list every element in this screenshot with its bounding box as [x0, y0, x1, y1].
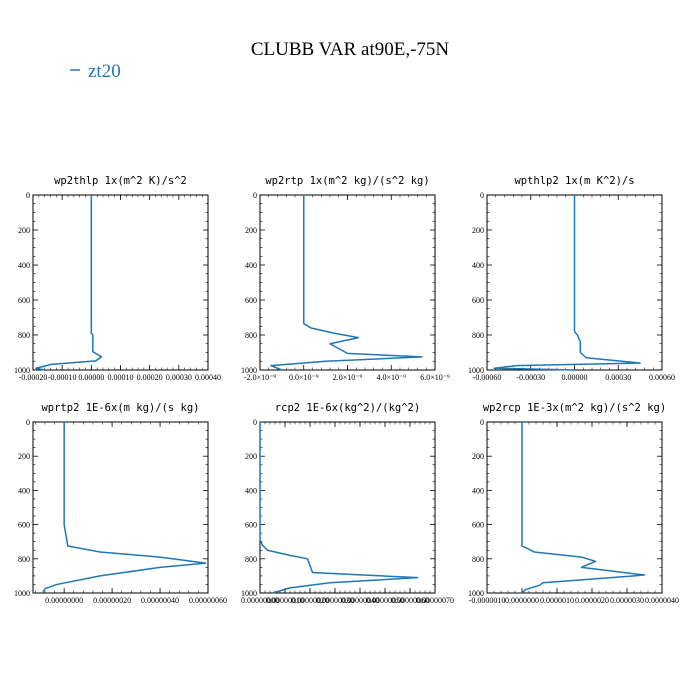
ytick-label: 200 [245, 226, 257, 235]
ytick-label: 0 [480, 191, 484, 200]
xtick-label: 0.0000010 [540, 596, 574, 605]
xtick-label: -2.0×10⁻⁹ [244, 373, 276, 382]
ytick-label: 400 [18, 486, 30, 495]
series-line [259, 422, 419, 594]
ytick-label: 0 [253, 191, 257, 200]
xtick-label: 0.00000030 [316, 596, 354, 605]
ytick-label: 800 [472, 331, 484, 340]
panel-title: wp2rcp 1E-3x(m^2 kg)/(s^2 kg) [483, 402, 666, 414]
panel-1: wp2thlp 1x(m^2 K)/s^202004006008001000-0… [14, 175, 221, 382]
ytick-label: 800 [245, 331, 257, 340]
panel-4: wprtp2 1E-6x(m kg)/(s kg) 0 200 400 600 800 10… [14, 402, 227, 605]
xtick-label: -0.0000010 [469, 596, 506, 605]
series-line [521, 422, 646, 594]
ytick-label: 600 [18, 296, 30, 305]
panel-3: wpthlp2 1x(m K^2)/s02004006008001000-0.0… [468, 175, 675, 382]
ytick-label: 400 [472, 486, 484, 495]
ytick-label: 1000 [241, 366, 257, 375]
xtick-label: 0.0000040 [645, 596, 679, 605]
ytick-label: 800 [245, 555, 257, 564]
xtick-label: -0.00060 [473, 373, 502, 382]
xtick-label: 0.00000010 [266, 596, 304, 605]
panel-title: wp2thlp 1x(m^2 K)/s^2 [54, 175, 187, 187]
legend: zt20 [70, 61, 121, 82]
plot-frame [259, 421, 436, 594]
xtick-label: 0.0000030 [610, 596, 644, 605]
ytick-label: 400 [18, 261, 30, 270]
xtick-label: 4.0×10⁻⁹ [376, 373, 406, 382]
figure-title: CLUBB VAR at90E,-75N [251, 39, 450, 60]
panel-title: rcp2 1E-6x(kg^2)/(kg^2) [275, 402, 420, 414]
ytick-label: 1000 [241, 589, 257, 598]
panel-title: wprtp2 1E-6x(m kg)/(s kg) [41, 402, 199, 414]
xtick-label: 0.00000000 [241, 596, 279, 605]
plot-frame [32, 194, 209, 371]
ytick-label: 600 [18, 521, 30, 530]
xtick-label: 0.00000040 [341, 596, 379, 605]
ytick-label: 200 [18, 226, 30, 235]
ytick-label: 1000 [14, 589, 30, 598]
xtick-label: 2.0×10⁻⁹ [333, 373, 363, 382]
xtick-label: 0.0×10⁻⁹ [289, 373, 319, 382]
ytick-label: 200 [245, 452, 257, 461]
ytick-label: 1000 [14, 366, 30, 375]
ytick-label: 200 [472, 452, 484, 461]
panel-title: wpthlp2 1x(m K^2)/s [514, 175, 634, 187]
xtick-label: -0.00020 [19, 373, 48, 382]
ytick-label: 800 [18, 555, 30, 564]
ytick-label: 200 [18, 452, 30, 461]
series-line [41, 422, 207, 594]
ytick-label: 0 [26, 191, 30, 200]
panel-5: rcp2 1E-6x(kg^2)/(kg^2) 0 200 400 600 800 1000… [241, 402, 454, 605]
ytick-label: 600 [245, 296, 257, 305]
xtick-label: 0.00000 [78, 373, 104, 382]
panel-title: wp2rtp 1x(m^2 kg)/(s^2 kg) [265, 175, 429, 187]
ytick-label: 400 [472, 261, 484, 270]
plot-frame [32, 421, 209, 594]
xtick-label: 0.0000000 [505, 596, 539, 605]
ytick-label: 600 [472, 296, 484, 305]
ytick-label: 1000 [468, 589, 484, 598]
xtick-label: 0.00000 [562, 373, 588, 382]
xtick-label: 0.00000020 [93, 596, 131, 605]
xtick-label: 0.00000060 [189, 596, 227, 605]
ytick-label: 800 [18, 331, 30, 340]
xtick-label: -0.00030 [516, 373, 545, 382]
series-line [270, 195, 423, 371]
xtick-label: 0.00030 [605, 373, 631, 382]
xtick-label: 0.00030 [166, 373, 192, 382]
xtick-label: -0.00010 [48, 373, 77, 382]
xtick-label: 0.00000020 [291, 596, 329, 605]
ytick-label: 0 [253, 418, 257, 427]
ytick-label: 200 [472, 226, 484, 235]
xtick-label: 0.00000000 [45, 596, 83, 605]
series-line [493, 195, 641, 371]
xtick-label: 6.0×10⁻⁹ [420, 373, 450, 382]
ytick-label: 1000 [468, 366, 484, 375]
xtick-label: 0.00000060 [391, 596, 429, 605]
xtick-label: 0.00000050 [366, 596, 404, 605]
xtick-label: 0.00020 [137, 373, 163, 382]
ytick-label: 600 [472, 521, 484, 530]
xtick-label: 0.00010 [108, 373, 134, 382]
ytick-label: 400 [245, 261, 257, 270]
ytick-label: 0 [26, 418, 30, 427]
plot-frame [486, 421, 663, 594]
legend-label: zt20 [88, 61, 121, 82]
xtick-label: 0.00000040 [141, 596, 179, 605]
panel-6: wp2rcp 1E-3x(m^2 kg)/(s^2 kg) 0 200 400 600 8… [468, 402, 679, 605]
xtick-label: 0.00060 [649, 373, 675, 382]
xtick-label: 0.00040 [195, 373, 221, 382]
ytick-label: 0 [480, 418, 484, 427]
xtick-label: 0.00000070 [416, 596, 454, 605]
ytick-label: 800 [472, 555, 484, 564]
ytick-label: 400 [245, 486, 257, 495]
plot-frame [259, 194, 436, 371]
series-line [35, 195, 103, 371]
panel-2: wp2rtp 1x(m^2 kg)/(s^2 kg) 0 200 400 600 800 1… [241, 175, 450, 382]
xtick-label: 0.0000020 [575, 596, 609, 605]
ytick-label: 600 [245, 521, 257, 530]
